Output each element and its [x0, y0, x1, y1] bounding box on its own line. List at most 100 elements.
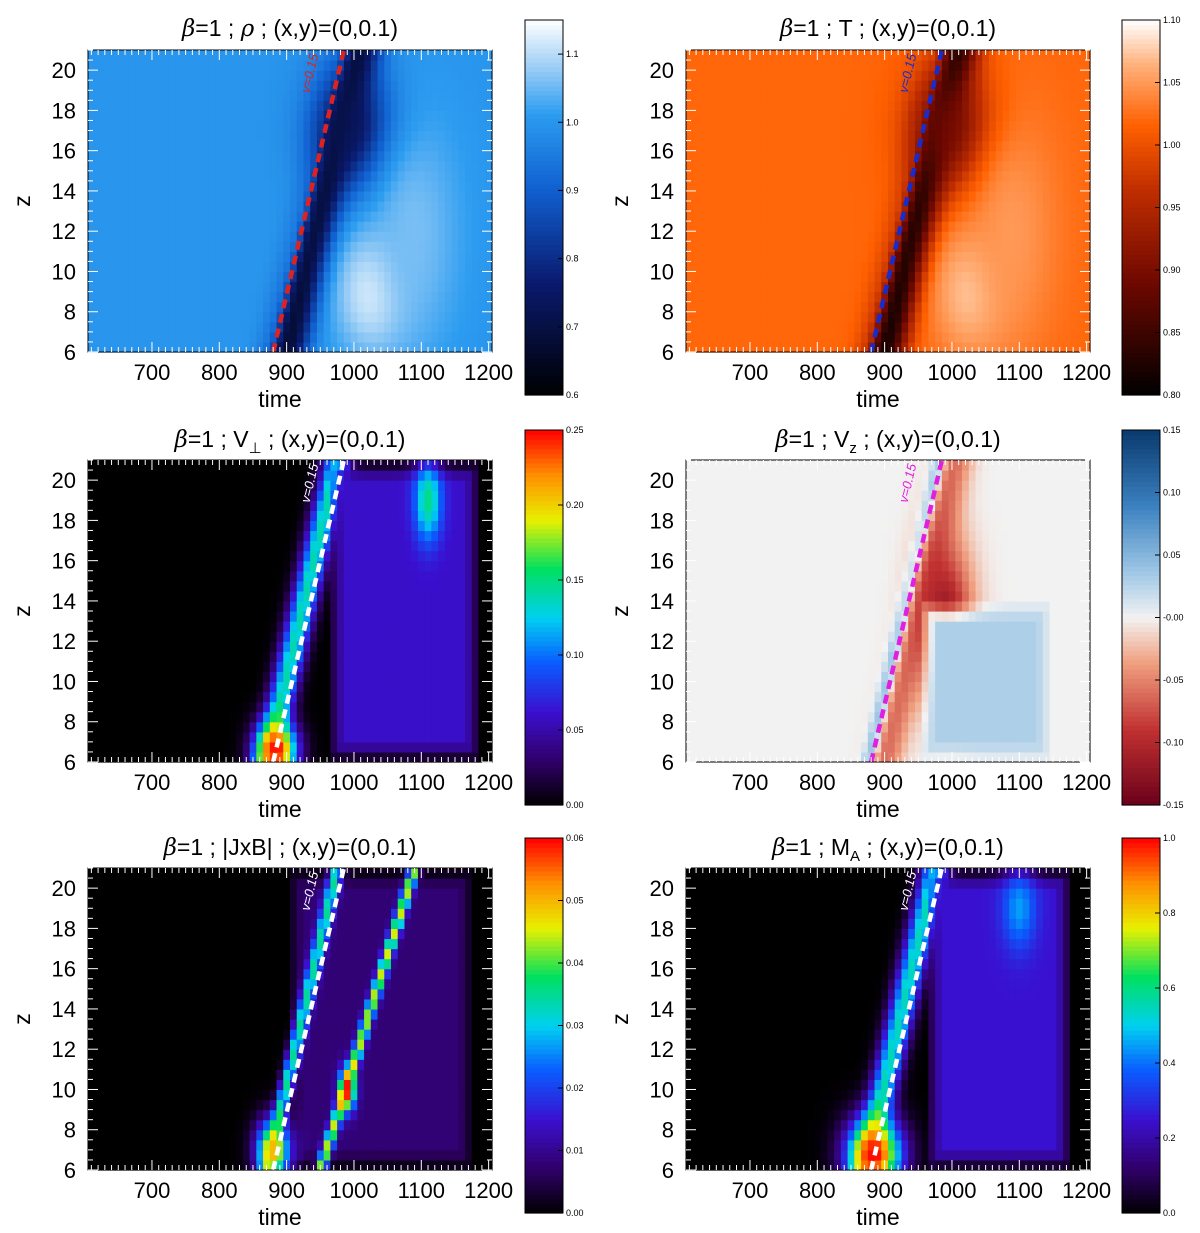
heatmap-cell	[1036, 180, 1044, 192]
heatmap-cell	[236, 211, 244, 222]
heatmap-cell	[256, 540, 264, 552]
heatmap-cell	[431, 130, 439, 142]
heatmap-cell	[364, 120, 372, 132]
heatmap-cell	[121, 701, 129, 713]
heatmap-cell	[404, 271, 412, 283]
heatmap-cell	[746, 261, 754, 273]
heatmap-cell	[719, 160, 727, 172]
heatmap-cell	[88, 641, 96, 652]
heatmap-cell	[168, 301, 177, 313]
heatmap-cell	[807, 271, 815, 283]
heatmap-cell	[800, 160, 808, 172]
heatmap-cell	[928, 70, 936, 81]
heatmap-cell	[175, 641, 183, 652]
heatmap-cell	[189, 681, 197, 693]
colorbar-swatch	[525, 80, 563, 87]
heatmap-cell	[888, 321, 896, 333]
heatmap-cell	[350, 60, 358, 71]
heatmap-cell	[451, 110, 459, 122]
heatmap-cell	[128, 50, 136, 61]
heatmap-cell	[269, 211, 278, 222]
heatmap-cell	[733, 291, 741, 303]
heatmap-cell	[1063, 50, 1071, 61]
x-tick-label: 900	[866, 360, 903, 385]
heatmap-cell	[236, 711, 244, 723]
heatmap-cell	[101, 80, 109, 91]
heatmap-cell	[807, 251, 815, 262]
colorbar-swatch	[525, 193, 563, 199]
heatmap-cell	[766, 80, 775, 91]
heatmap-cell	[101, 691, 109, 703]
heatmap-cell	[148, 731, 156, 743]
heatmap-cell	[921, 130, 929, 142]
heatmap-cell	[189, 231, 197, 242]
heatmap-cell	[692, 80, 701, 91]
heatmap-cell	[283, 231, 291, 242]
heatmap-cell	[928, 190, 936, 202]
heatmap-cell	[719, 231, 727, 242]
heatmap-cell	[901, 231, 909, 242]
heatmap-cell	[175, 661, 183, 672]
heatmap-cell	[249, 221, 257, 232]
heatmap-cell	[215, 691, 224, 703]
heatmap-cell	[766, 221, 775, 232]
heatmap-cell	[1056, 70, 1064, 81]
heatmap-cell	[249, 331, 257, 343]
heatmap-cell	[995, 331, 1004, 343]
heatmap-cell	[867, 231, 876, 242]
colorbar-swatch	[525, 184, 563, 190]
heatmap-cell	[377, 301, 385, 313]
heatmap-cell	[101, 90, 109, 101]
heatmap-cell	[121, 590, 129, 602]
heatmap-cell	[733, 90, 741, 101]
heatmap-cell	[854, 301, 862, 313]
heatmap-cell	[249, 281, 257, 293]
heatmap-cell	[350, 321, 358, 333]
heatmap-cell	[478, 231, 486, 242]
heatmap-cell	[793, 221, 802, 232]
heatmap-cell	[1022, 190, 1030, 202]
heatmap-cell	[249, 140, 257, 152]
heatmap-cell	[229, 190, 237, 202]
heatmap-cell	[364, 130, 372, 142]
heatmap-cell	[162, 251, 170, 262]
heatmap-cell	[968, 170, 977, 182]
heatmap-cell	[800, 221, 808, 232]
heatmap-cell	[316, 110, 325, 122]
heatmap-cell	[733, 130, 741, 142]
heatmap-cell	[962, 80, 970, 91]
heatmap-cell	[242, 311, 251, 323]
heatmap-cell	[162, 631, 170, 642]
heatmap-cell	[827, 70, 835, 81]
heatmap-cell	[1015, 60, 1024, 71]
heatmap-cell	[417, 140, 426, 152]
heatmap-cell	[202, 611, 210, 622]
heatmap-cell	[699, 271, 707, 283]
heatmap-cell	[128, 120, 136, 132]
heatmap-cell	[424, 321, 432, 333]
heatmap-cell	[444, 120, 453, 132]
heatmap-cell	[465, 60, 473, 71]
heatmap-cell	[760, 180, 768, 192]
heatmap-cell	[686, 120, 694, 132]
heatmap-cell	[283, 301, 291, 313]
heatmap-cell	[1069, 211, 1078, 222]
colorbar-tick-label: 0.80	[1163, 390, 1181, 400]
heatmap-cell	[202, 550, 210, 562]
heatmap	[88, 460, 493, 763]
heatmap-cell	[471, 170, 480, 182]
heatmap-cell	[148, 301, 156, 313]
heatmap-cell	[948, 231, 956, 242]
heatmap-cell	[195, 460, 204, 471]
heatmap-cell	[229, 160, 237, 172]
heatmap-cell	[1056, 80, 1064, 91]
heatmap-cell	[337, 271, 345, 283]
heatmap-cell	[733, 211, 741, 222]
heatmap-cell	[377, 130, 385, 142]
heatmap-cell	[712, 221, 721, 232]
heatmap-cell	[222, 100, 230, 111]
heatmap-cell	[209, 90, 217, 101]
heatmap-cell	[962, 311, 970, 323]
heatmap-cell	[847, 271, 855, 283]
heatmap-cell	[1029, 150, 1037, 162]
